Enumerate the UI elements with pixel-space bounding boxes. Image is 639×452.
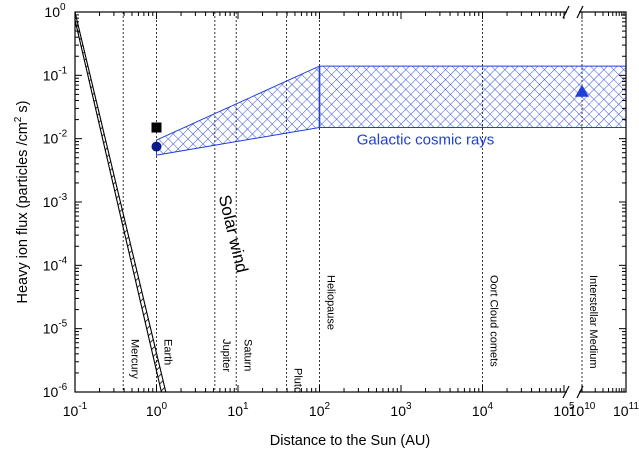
ref-label-oort-cloud-comets: Oort Cloud comets — [488, 275, 500, 367]
reference-lines — [122, 12, 583, 392]
x-tick-label: 102 — [309, 401, 331, 419]
ref-label-interstellar-medium: Interstellar Medium — [587, 275, 599, 369]
data-points — [151, 84, 589, 152]
ref-label-heliopause: Heliopause — [325, 275, 337, 330]
x-tick-label: 101 — [227, 401, 249, 419]
y-tick-label: 10-5 — [43, 319, 68, 337]
point-square — [151, 122, 162, 133]
x-tick-label: 10-1 — [63, 401, 88, 419]
ref-label-jupiter: Jupiter — [220, 339, 232, 372]
y-tick-label: 10-3 — [43, 192, 68, 210]
data-bands — [75, 12, 626, 392]
ref-label-saturn: Saturn — [241, 339, 253, 371]
x-tick-label: 105 — [553, 401, 575, 419]
annotation-galactic-cosmic-rays: Galactic cosmic rays — [357, 132, 495, 149]
ref-label-pluto: Pluto — [292, 368, 304, 393]
axis-ticks — [74, 11, 627, 393]
y-axis-label: Heavy ion flux (particles /cm2 s) — [13, 101, 31, 304]
axis-break-gap — [567, 7, 579, 17]
axis-break-slash — [576, 5, 584, 19]
reference-labels: Mercury Earth Jupiter Saturn Pluto Heliopause… — [128, 275, 599, 393]
y-tick-label: 10-2 — [43, 129, 68, 147]
y-tick-label: 10-1 — [43, 65, 68, 83]
axis-break-slash — [562, 385, 570, 399]
x-axis-label: Distance to the Sun (AU) — [270, 433, 430, 449]
x-tick-label: 1011 — [613, 401, 639, 419]
x-tick-label: 103 — [390, 401, 412, 419]
point-circle — [151, 141, 162, 152]
x-tick-label: 1010 — [569, 401, 596, 419]
x-tick-label: 100 — [146, 401, 168, 419]
y-tick-label: 10-6 — [43, 382, 68, 400]
y-tick-label: 100 — [44, 2, 66, 20]
axis-break-gap — [567, 387, 579, 397]
point-triangle — [575, 84, 589, 97]
x-tick-label: 104 — [472, 401, 494, 419]
ref-label-mercury: Mercury — [128, 339, 140, 379]
ref-label-earth: Earth — [162, 339, 174, 365]
y-tick-label: 10-4 — [43, 255, 68, 273]
annotation-solar-wind: Solar wind — [215, 193, 252, 275]
band-solar-wind — [75, 12, 167, 392]
axis-break — [562, 5, 584, 399]
